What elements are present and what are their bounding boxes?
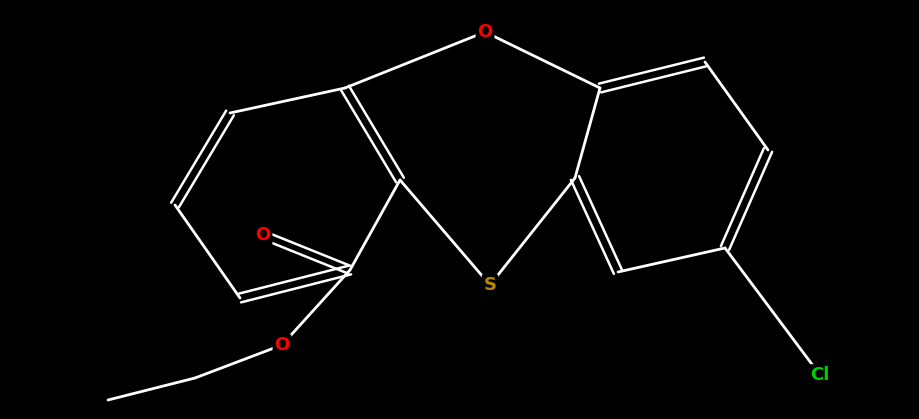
Text: O: O xyxy=(477,23,493,41)
Text: S: S xyxy=(483,276,496,294)
Text: Cl: Cl xyxy=(811,366,830,384)
Text: O: O xyxy=(275,336,289,354)
Text: O: O xyxy=(255,226,270,244)
